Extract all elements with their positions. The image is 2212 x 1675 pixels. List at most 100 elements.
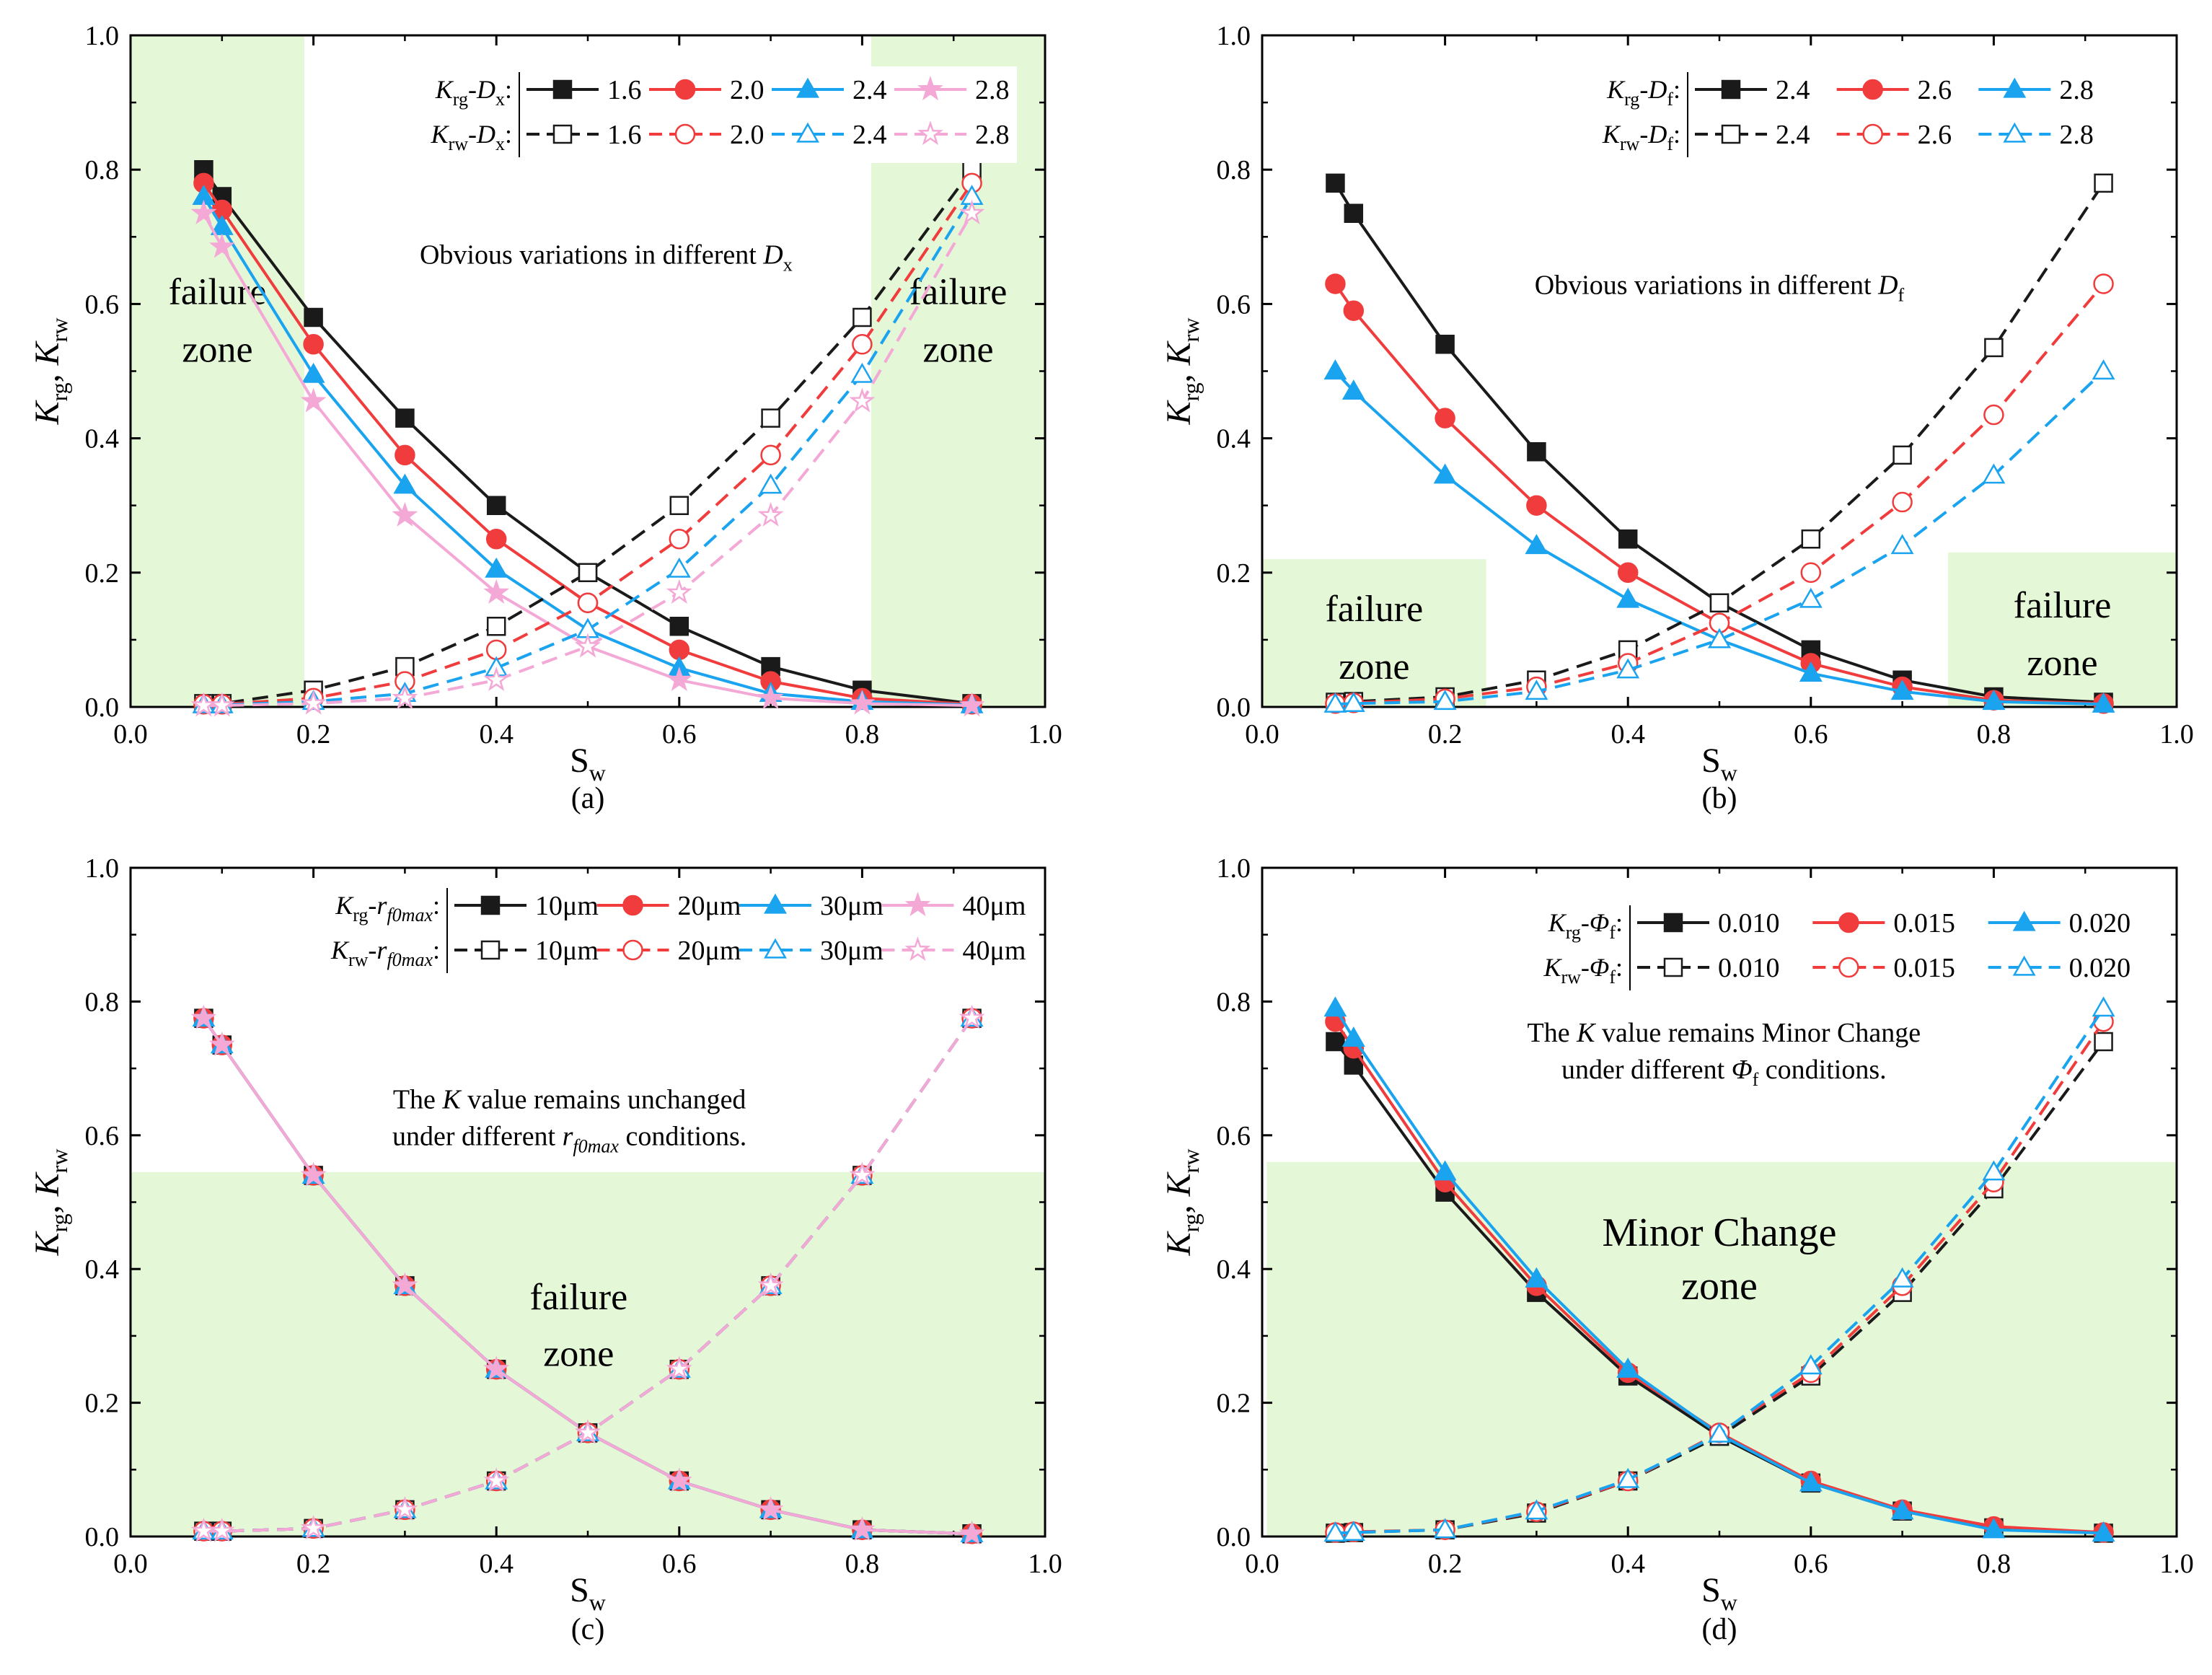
zone-label: Minor Change — [1602, 1210, 1836, 1255]
legend-marker — [1862, 79, 1883, 100]
legend-value: 40μm — [963, 936, 1026, 966]
data-point — [849, 387, 876, 413]
data-point — [577, 592, 599, 613]
data-point — [2092, 359, 2115, 380]
y-tick-label: 0.8 — [85, 155, 120, 185]
data-point — [1341, 1521, 1365, 1542]
legend-row-label: Krw-Dx: — [431, 120, 512, 154]
legend-marker — [1663, 957, 1683, 977]
data-point — [1326, 1032, 1345, 1052]
data-point — [1801, 529, 1821, 549]
data-point — [667, 557, 691, 578]
series-line — [203, 212, 974, 708]
x-tick-label: 0.6 — [1794, 719, 1828, 749]
chart-panel-b: failure zone failure zone 0.0 0.2 0.4 0.6 0.8 1.0… — [1160, 21, 2194, 815]
data-point — [1616, 1357, 1640, 1378]
zone-band — [1948, 552, 2177, 707]
legend-value: 0.015 — [1893, 908, 1955, 938]
legend-row-label: Krw-rf0max: — [330, 936, 440, 970]
chart-panel-a: failure zone failure zone 0.0 0.2 0.4 0.6 0.8 1.0… — [28, 21, 1062, 815]
data-point — [666, 579, 692, 605]
data-point — [761, 408, 780, 428]
x-tick-label: 0.0 — [1245, 1549, 1279, 1579]
data-point — [852, 334, 873, 355]
y-axis-label: Krg, Krw — [28, 1149, 72, 1257]
x-tick-label: 1.0 — [1028, 1549, 1062, 1579]
legend-marker — [904, 892, 931, 917]
zone-band — [1266, 1161, 2177, 1536]
zone-label: failure — [2014, 585, 2112, 626]
y-tick-label: 1.0 — [1217, 21, 1251, 51]
data-point — [301, 362, 325, 383]
legend-value: 2.4 — [1776, 75, 1810, 105]
x-tick-label: 0.0 — [113, 1549, 148, 1579]
data-point — [757, 1272, 784, 1297]
legend-marker — [1838, 912, 1859, 933]
legend-row-label: Krg-Φf: — [1548, 908, 1623, 943]
legend-marker — [917, 76, 943, 101]
x-tick-label: 0.6 — [662, 1549, 697, 1579]
x-tick-label: 1.0 — [2159, 1549, 2194, 1579]
series-line — [1335, 283, 2105, 705]
data-point — [1708, 628, 1731, 649]
panel-caption: (b) — [1702, 782, 1737, 815]
data-point — [1799, 587, 1823, 608]
legend-value: 10μm — [535, 936, 599, 966]
y-tick-label: 0.0 — [1217, 693, 1251, 723]
legend-marker — [904, 936, 931, 962]
legend-box — [288, 882, 1024, 979]
data-point — [1323, 692, 1347, 713]
data-point — [959, 692, 985, 717]
legend-value: 10μm — [535, 891, 599, 921]
legend-value: 2.6 — [1918, 75, 1952, 105]
legend-marker — [552, 79, 573, 100]
y-axis-label-group: Krg, Krw — [28, 1149, 72, 1257]
data-point — [1618, 529, 1638, 549]
y-tick-label: 0.2 — [85, 558, 120, 589]
data-point — [1323, 1521, 1347, 1542]
data-point — [1709, 593, 1729, 612]
data-point — [1323, 359, 1347, 380]
data-point — [575, 1419, 601, 1444]
zone-label: zone — [2027, 643, 2097, 684]
data-point — [2092, 996, 2115, 1017]
y-tick-label: 0.2 — [85, 1389, 120, 1419]
series-krw-dx-2-8 — [190, 199, 985, 717]
y-tick-label: 0.0 — [85, 1522, 120, 1552]
series-line — [202, 212, 972, 708]
legend-value: 2.8 — [975, 75, 1010, 105]
data-point — [485, 529, 507, 550]
legend-marker — [1721, 124, 1741, 144]
series-line — [203, 169, 974, 705]
data-point — [849, 1161, 876, 1187]
data-point — [666, 1467, 692, 1492]
data-point — [669, 529, 690, 550]
x-axis-label: Sw — [1701, 1571, 1737, 1615]
x-tick-label: 0.8 — [845, 719, 880, 749]
x-tick-label: 0.6 — [662, 719, 697, 749]
y-tick-label: 0.4 — [1217, 1254, 1251, 1285]
zone-label: failure — [529, 1277, 627, 1318]
series-krw-df-2-8 — [1323, 359, 2115, 713]
data-point — [1890, 1267, 1914, 1288]
data-point — [1892, 491, 1913, 513]
series-line — [202, 182, 972, 706]
legend-marker — [480, 895, 501, 915]
data-point — [849, 1516, 876, 1542]
series-line — [202, 1017, 972, 1536]
legend-value: 2.8 — [2059, 75, 2094, 105]
y-tick-label: 0.8 — [1217, 155, 1251, 185]
x-tick-label: 0.2 — [1428, 1549, 1463, 1579]
data-point — [1325, 273, 1346, 294]
data-point — [486, 617, 506, 636]
series-krw-rf0max-40-m — [190, 1004, 985, 1542]
chart-annotation: The K value remains unchanged — [393, 1085, 746, 1115]
data-point — [483, 1467, 510, 1492]
chart-annotation: under different Φf conditions. — [1561, 1055, 1887, 1090]
data-point — [395, 408, 415, 428]
data-point — [1343, 300, 1365, 321]
legend-marker — [2012, 955, 2036, 976]
legend-value: 1.6 — [607, 75, 642, 105]
chart-panel-c: failure zone 0.0 0.2 0.4 0.6 0.8 1.0 0.0 0.2 0.4 0.… — [28, 853, 1062, 1646]
